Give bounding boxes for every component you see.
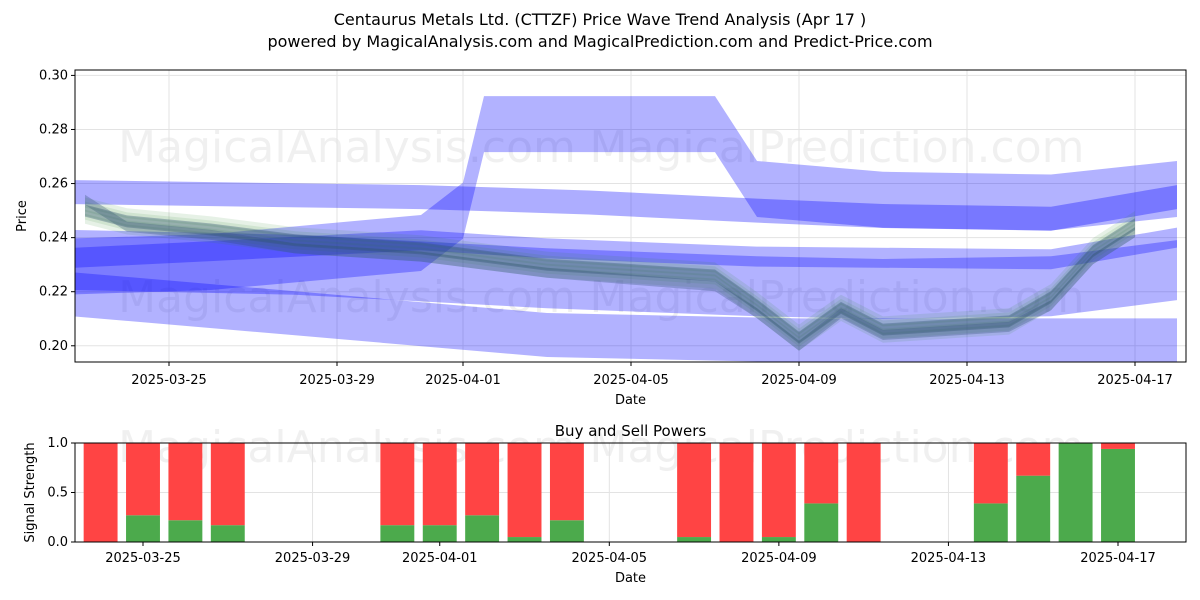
buy-bar — [973, 503, 1008, 542]
buy-bar — [1058, 443, 1093, 542]
watermark-text: MagicalPrediction.com — [590, 272, 1085, 323]
x-tick-label: 2025-04-09 — [761, 373, 837, 388]
y-axis-label: Signal Strength — [23, 442, 38, 542]
y-tick-label: 0.24 — [39, 231, 68, 246]
price-panel: 0.20 0.22 0.24 0.26 0.28 0.30 2025-03-25 2025-0… — [15, 68, 1187, 408]
blue-band-3 — [75, 229, 1177, 319]
x-tick-label: 2025-03-29 — [275, 551, 351, 566]
buy-bar — [422, 525, 457, 542]
y-tick-label: 0.26 — [39, 177, 68, 192]
x-tick-label: 2025-04-05 — [593, 373, 669, 388]
sell-bar — [380, 443, 415, 526]
sell-bar — [1101, 443, 1135, 449]
sell-bar — [549, 443, 584, 521]
sell-bar — [126, 443, 160, 516]
signal-panel: 0.0 0.5 1.0 2025-03-25 2025-03-29 2025-04-01 2… — [23, 422, 1187, 586]
x-tick-label: 2025-04-05 — [572, 551, 648, 566]
x-tick-label: 2025-04-09 — [741, 551, 817, 566]
sell-bar — [422, 443, 457, 526]
buy-bar — [168, 520, 203, 542]
sell-bar — [719, 443, 754, 542]
buy-bar — [761, 537, 796, 542]
sell-bar — [507, 443, 542, 538]
watermark-layer: MagicalAnalysis.com MagicalPrediction.com… — [118, 122, 1084, 473]
y-tick-label: 0.5 — [47, 486, 68, 501]
x-tick-label: 2025-03-29 — [299, 373, 375, 388]
y-axis-label: Price — [15, 200, 30, 232]
sell-bar — [210, 443, 245, 526]
chart-subtitle: powered by MagicalAnalysis.com and Magic… — [267, 32, 933, 51]
blue-band-1 — [75, 180, 1177, 231]
buy-bar — [677, 537, 712, 542]
y-tick-label: 0.20 — [39, 339, 68, 354]
buy-bar — [380, 525, 415, 542]
x-tick-label: 2025-04-01 — [402, 551, 478, 566]
signal-title: Buy and Sell Powers — [555, 422, 707, 440]
green-band-4 — [85, 201, 1135, 339]
green-band-5 — [85, 197, 1135, 335]
sell-bar — [83, 443, 118, 542]
sell-bar — [1016, 443, 1051, 476]
x-tick-label: 2025-04-13 — [911, 551, 987, 566]
buy-bar — [804, 503, 839, 542]
watermark-text: MagicalAnalysis.com — [118, 272, 576, 323]
sell-bar — [973, 443, 1008, 504]
y-tick-label: 0.30 — [39, 68, 68, 83]
y-tick-label: 0.22 — [39, 285, 68, 300]
green-band-2 — [85, 209, 1135, 347]
x-tick-label: 2025-03-25 — [131, 373, 207, 388]
y-tick-label: 0.28 — [39, 122, 68, 137]
sell-bar — [168, 443, 203, 521]
blue-band-5 — [75, 227, 1177, 270]
x-tick-label: 2025-03-25 — [105, 551, 181, 566]
x-axis-label: Date — [615, 393, 646, 408]
watermark-text: MagicalPrediction.com — [590, 122, 1085, 173]
blue-band-2 — [75, 96, 1177, 295]
buy-bar — [465, 515, 500, 542]
buy-bar — [1101, 448, 1135, 542]
x-axis-label: Date — [615, 571, 646, 586]
buy-bar — [126, 515, 160, 542]
y-tick-label: 0.0 — [47, 535, 68, 550]
x-tick-label: 2025-04-13 — [929, 373, 1005, 388]
sell-bar — [677, 443, 712, 538]
y-tick-label: 1.0 — [47, 436, 68, 451]
x-tick-label: 2025-04-17 — [1097, 373, 1173, 388]
sell-bar — [465, 443, 500, 516]
trend-band-main — [85, 204, 1135, 344]
buy-bar — [210, 525, 245, 542]
sell-bar — [761, 443, 796, 538]
buy-bar — [549, 520, 584, 542]
chart-title: Centaurus Metals Ltd. (CTTZF) Price Wave… — [333, 10, 867, 29]
buy-bar — [1016, 475, 1051, 542]
sell-bar — [846, 443, 881, 542]
blue-band-4 — [75, 272, 1177, 362]
buy-bar — [507, 537, 542, 542]
watermark-text: MagicalAnalysis.com — [118, 122, 576, 173]
green-band-1 — [85, 213, 1135, 351]
sell-bar — [804, 443, 839, 504]
green-band-3 — [85, 205, 1135, 343]
x-tick-label: 2025-04-01 — [425, 373, 501, 388]
price-bands — [75, 96, 1177, 362]
x-tick-label: 2025-04-17 — [1080, 551, 1156, 566]
